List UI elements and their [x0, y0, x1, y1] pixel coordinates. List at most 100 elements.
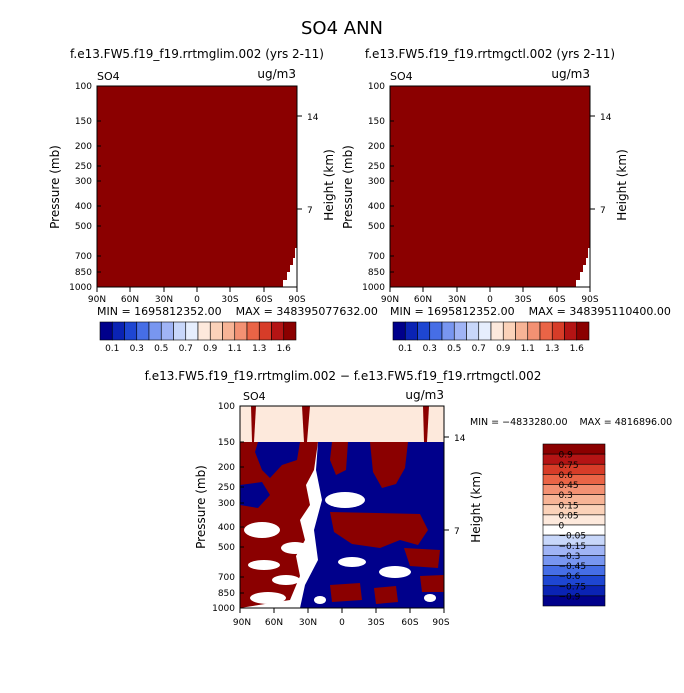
region-blue-north	[255, 442, 300, 478]
region-white-blob	[244, 522, 280, 538]
x-tick-label: 60S	[548, 295, 565, 305]
colorbar-swatch	[222, 321, 236, 341]
colorbar-label: −0.3	[559, 552, 581, 562]
x-tick-label: 90S	[581, 295, 598, 305]
y-right-tick-label: 7	[600, 206, 606, 216]
colorbar-swatch	[283, 321, 297, 341]
x-tick-label: 0	[339, 618, 345, 628]
region-red-south	[330, 512, 428, 548]
y-axis-title-right: Height (km)	[322, 149, 336, 220]
colorbar-swatch	[185, 321, 199, 341]
y-tick-label: 150	[75, 117, 92, 127]
colorbar-swatch	[576, 321, 590, 341]
colorbar-label: 1.6	[277, 344, 292, 354]
y-axis-title: Pressure (mb)	[194, 465, 208, 549]
colorbar-label: 0	[559, 522, 565, 532]
colorbar-swatch	[490, 321, 504, 341]
min-max-stats: MIN = 1695812352.00 MAX = 348395077632.0…	[97, 305, 378, 318]
y-tick-label: 100	[218, 402, 235, 412]
region-white-blob	[281, 542, 309, 554]
y-tick-label: 150	[368, 117, 385, 127]
y-tick-label: 400	[368, 202, 385, 212]
y-tick-label: 1000	[212, 604, 235, 614]
colorbar-label: 0.9	[496, 344, 511, 354]
y-axis-left: 100 150 200 250 300 400 500 700 850 1000	[212, 402, 244, 614]
x-tick-label: 0	[194, 295, 200, 305]
colorbar-swatch	[564, 321, 578, 341]
colorbar-label: 0.3	[559, 491, 573, 501]
y-axis-title: Pressure (mb)	[48, 145, 62, 229]
colorbar-swatch	[441, 321, 455, 341]
y-tick-label: 500	[368, 222, 385, 232]
region-red-south	[374, 586, 398, 604]
region-peach-upper	[240, 406, 444, 442]
y-tick-label: 500	[218, 543, 235, 553]
x-tick-label: 60S	[255, 295, 272, 305]
colorbar-label: 0.6	[559, 471, 574, 481]
y-axis-right: 14 7	[297, 113, 319, 216]
spike-red	[302, 406, 310, 442]
variable-label: SO4	[243, 390, 266, 403]
spike-red	[251, 406, 256, 442]
panel-title: f.e13.FW5.f19_f19.rrtmglim.002 − f.e13.F…	[145, 369, 542, 383]
x-tick-label: 90S	[288, 295, 305, 305]
region-white-blob	[248, 560, 280, 570]
colorbar-label: 0.3	[130, 344, 144, 354]
colorbar-label: 0.75	[559, 461, 579, 471]
region-red-south	[420, 575, 444, 592]
y-right-tick-label: 14	[307, 113, 319, 123]
colorbar-label: 1.1	[521, 344, 535, 354]
colorbar-swatch	[429, 321, 443, 341]
y-tick-label: 250	[75, 162, 92, 172]
x-tick-label: 60N	[265, 618, 283, 628]
colorbar-label: 1.3	[252, 344, 266, 354]
colorbar-label: 0.5	[154, 344, 168, 354]
colorbar-swatch	[551, 321, 565, 341]
colorbar-swatch	[99, 321, 113, 341]
x-axis: 90N 60N 30N 0 30S 60S 90S	[381, 287, 599, 305]
y-tick-label: 850	[75, 268, 92, 278]
units-label: ug/m3	[257, 67, 296, 81]
colorbar-label: 0.5	[447, 344, 461, 354]
y-tick-label: 400	[218, 523, 235, 533]
colorbar-swatch	[502, 321, 516, 341]
colorbar-swatch	[466, 321, 480, 341]
colorbar-label: 0.7	[472, 344, 486, 354]
colorbar-swatch	[234, 321, 248, 341]
region-blue-north	[240, 482, 270, 508]
colorbar-swatch	[148, 321, 162, 341]
y-tick-label: 300	[368, 177, 385, 187]
colorbar-swatch	[271, 321, 285, 341]
x-tick-label: 0	[487, 295, 493, 305]
min-max-stats: MIN = 1695812352.00 MAX = 348395110400.0…	[390, 305, 671, 318]
y-tick-label: 700	[218, 573, 235, 583]
heatmap-fill	[390, 86, 590, 287]
colorbar-swatch	[173, 321, 187, 341]
region-red-south	[404, 548, 440, 568]
variable-label: SO4	[390, 70, 413, 83]
colorbar-swatch	[392, 321, 406, 341]
x-tick-label: 90S	[432, 618, 449, 628]
y-tick-label: 300	[218, 499, 235, 509]
colorbar-label: 0.1	[105, 344, 119, 354]
colorbar-label: 1.1	[228, 344, 242, 354]
colorbar-label: 0.1	[398, 344, 412, 354]
y-tick-label: 100	[75, 82, 92, 92]
region-white-blob	[338, 557, 366, 567]
x-tick-label: 30N	[155, 295, 173, 305]
x-tick-label: 60N	[414, 295, 432, 305]
colorbar-difference: 0.90.750.60.450.30.150.050−0.05−0.15−0.3…	[542, 443, 606, 607]
y-tick-label: 300	[75, 177, 92, 187]
colorbar-label: −0.9	[559, 592, 581, 602]
region-white-blob	[379, 566, 411, 578]
panel-title: f.e13.FW5.f19_f19.rrtmgctl.002 (yrs 2-11…	[365, 47, 615, 61]
x-axis: 90N 60N 30N 0 30S 60S 90S	[233, 608, 450, 628]
region-red-south	[330, 442, 348, 475]
x-tick-label: 30S	[221, 295, 238, 305]
colorbar-right: 0.1 0.3 0.5 0.7 0.9 1.1 1.3 1.6	[392, 321, 590, 354]
colorbar-label: −0.6	[559, 572, 581, 582]
colorbar-label: 0.9	[203, 344, 218, 354]
colorbar-label: 1.6	[570, 344, 585, 354]
colorbar-label: 0.3	[423, 344, 437, 354]
y-tick-label: 1000	[69, 283, 92, 293]
